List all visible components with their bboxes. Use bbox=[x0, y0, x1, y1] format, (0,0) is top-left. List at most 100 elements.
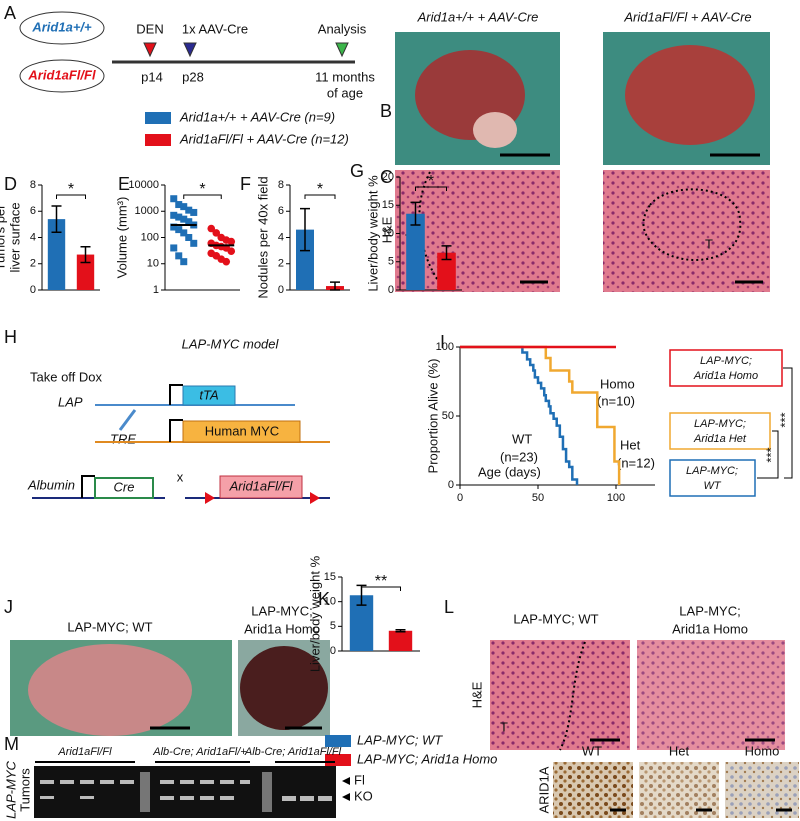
label: KO bbox=[354, 788, 373, 803]
label: LAP-MYC; bbox=[679, 603, 740, 618]
error-bar bbox=[330, 281, 340, 291]
panel-b: Arid1a+/+ + AAV-Cre Arid1aFl/Fl + AAV-Cr… bbox=[395, 9, 770, 165]
outline bbox=[642, 188, 742, 261]
error-bar bbox=[395, 629, 406, 633]
legend-box bbox=[669, 412, 771, 450]
error-bar bbox=[441, 245, 452, 261]
point bbox=[170, 211, 178, 219]
arrow bbox=[118, 409, 137, 431]
panel-letter: K bbox=[318, 589, 330, 609]
y-axis-label: liver surface bbox=[7, 202, 22, 272]
y-tick-label: 5 bbox=[388, 256, 394, 268]
label: LAP-MYC; WT bbox=[67, 619, 152, 634]
point bbox=[175, 201, 183, 209]
panel-letter: M bbox=[4, 734, 19, 754]
y-axis-label: Volume (mm³) bbox=[114, 197, 129, 279]
y-tick-label: 10 bbox=[382, 227, 394, 239]
arrow bbox=[342, 777, 350, 785]
error-bar bbox=[300, 207, 310, 252]
panel-a: Arid1a+/+ Arid1aFl/Fl DEN 1x AAV-Cre Ana… bbox=[19, 11, 375, 100]
photo bbox=[28, 644, 192, 736]
y-tick-label: 20 bbox=[382, 171, 394, 183]
point bbox=[180, 203, 188, 211]
y-tick-label: 0 bbox=[30, 284, 36, 296]
y-tick-label: 8 bbox=[278, 179, 284, 191]
label: Albumin bbox=[27, 477, 75, 492]
gene-box bbox=[94, 477, 154, 499]
legend-text: Arid1a+/+ + AAV-Cre (n=9) bbox=[179, 109, 335, 124]
loxp bbox=[310, 492, 320, 504]
label: (n=10) bbox=[597, 393, 635, 408]
bar bbox=[437, 252, 456, 290]
point bbox=[180, 258, 188, 266]
panel-letter: A bbox=[4, 3, 16, 23]
label: TRE bbox=[110, 431, 136, 446]
label: Arid1aFl/Fl + AAV-Cre bbox=[623, 9, 751, 24]
significance: * bbox=[199, 181, 205, 198]
y-tick-label: 0 bbox=[448, 479, 454, 491]
y-tick-label: 0 bbox=[330, 645, 336, 657]
point bbox=[185, 234, 193, 241]
point bbox=[170, 223, 178, 231]
y-tick-label: 4 bbox=[30, 231, 36, 243]
y-tick-label: 8 bbox=[30, 179, 36, 191]
point bbox=[227, 237, 236, 246]
label: T bbox=[705, 236, 713, 251]
point bbox=[175, 252, 183, 260]
point bbox=[212, 229, 221, 237]
label: Tumors bbox=[17, 768, 32, 812]
photo bbox=[625, 45, 755, 145]
significance: * bbox=[428, 173, 434, 190]
panel-l: LAP-MYC; WT LAP-MYC; Arid1a Homo H&E T bbox=[469, 603, 785, 751]
panel-letter: F bbox=[240, 174, 251, 194]
label: Fl bbox=[354, 772, 365, 787]
y-tick-label: 15 bbox=[324, 571, 336, 583]
label: LAP bbox=[58, 394, 83, 409]
label: x bbox=[177, 469, 184, 484]
error-bar bbox=[51, 205, 62, 233]
point bbox=[185, 218, 193, 226]
legend-box bbox=[669, 459, 756, 497]
label: Het bbox=[669, 743, 690, 758]
y-tick-label: 5 bbox=[330, 620, 336, 632]
error-bar bbox=[410, 201, 421, 226]
panel-m: Arid1aFl/Fl Alb-Cre; Arid1aFl/+ Alb-Cre;… bbox=[3, 746, 372, 819]
label: (n=12) bbox=[617, 455, 655, 470]
bar bbox=[349, 595, 374, 651]
gel bbox=[34, 766, 336, 818]
legend-text: Arid1aFl/Fl + AAV-Cre (n=12) bbox=[179, 131, 349, 146]
y-tick-label: 1000 bbox=[135, 205, 159, 217]
y-tick-label: 50 bbox=[442, 410, 454, 422]
legend-box bbox=[669, 349, 783, 387]
point bbox=[175, 226, 183, 234]
bar bbox=[296, 229, 314, 290]
x-tick-label: 0 bbox=[457, 492, 463, 504]
y-tick-label: 6 bbox=[278, 205, 284, 217]
y-tick-label: 2 bbox=[278, 258, 284, 270]
legend-swatch bbox=[145, 134, 171, 146]
marker bbox=[335, 42, 349, 58]
x-tick-label: 50 bbox=[532, 492, 544, 504]
panel-letter: J bbox=[4, 597, 13, 617]
legend-text: LAP-MYC; WT bbox=[357, 732, 443, 747]
legend: Arid1a+/+ + AAV-Cre (n=9) Arid1aFl/Fl + A… bbox=[145, 109, 349, 146]
label: LAP-MYC; bbox=[251, 603, 312, 618]
point bbox=[222, 257, 231, 266]
label: Human MYC bbox=[205, 423, 279, 438]
legend-text: LAP-MYC; Arid1a Homo bbox=[357, 751, 497, 766]
point bbox=[190, 208, 198, 216]
y-axis-label: Tumors per bbox=[0, 204, 7, 271]
panel-letter: I bbox=[440, 332, 445, 352]
y-axis-label: Proportion Alive (%) bbox=[425, 359, 440, 474]
y-tick-label: 15 bbox=[382, 199, 394, 211]
title: LAP-MYC model bbox=[182, 336, 280, 351]
y-axis-label: Liver/body weight % bbox=[365, 175, 380, 292]
legend-text: LAP-MYC; bbox=[686, 465, 738, 477]
label: p14 bbox=[141, 69, 163, 84]
gene-box bbox=[219, 475, 303, 499]
photo bbox=[637, 640, 785, 750]
label: WT bbox=[512, 431, 532, 446]
label: LAP-MYC; WT bbox=[513, 611, 598, 626]
label: of age bbox=[327, 85, 363, 100]
